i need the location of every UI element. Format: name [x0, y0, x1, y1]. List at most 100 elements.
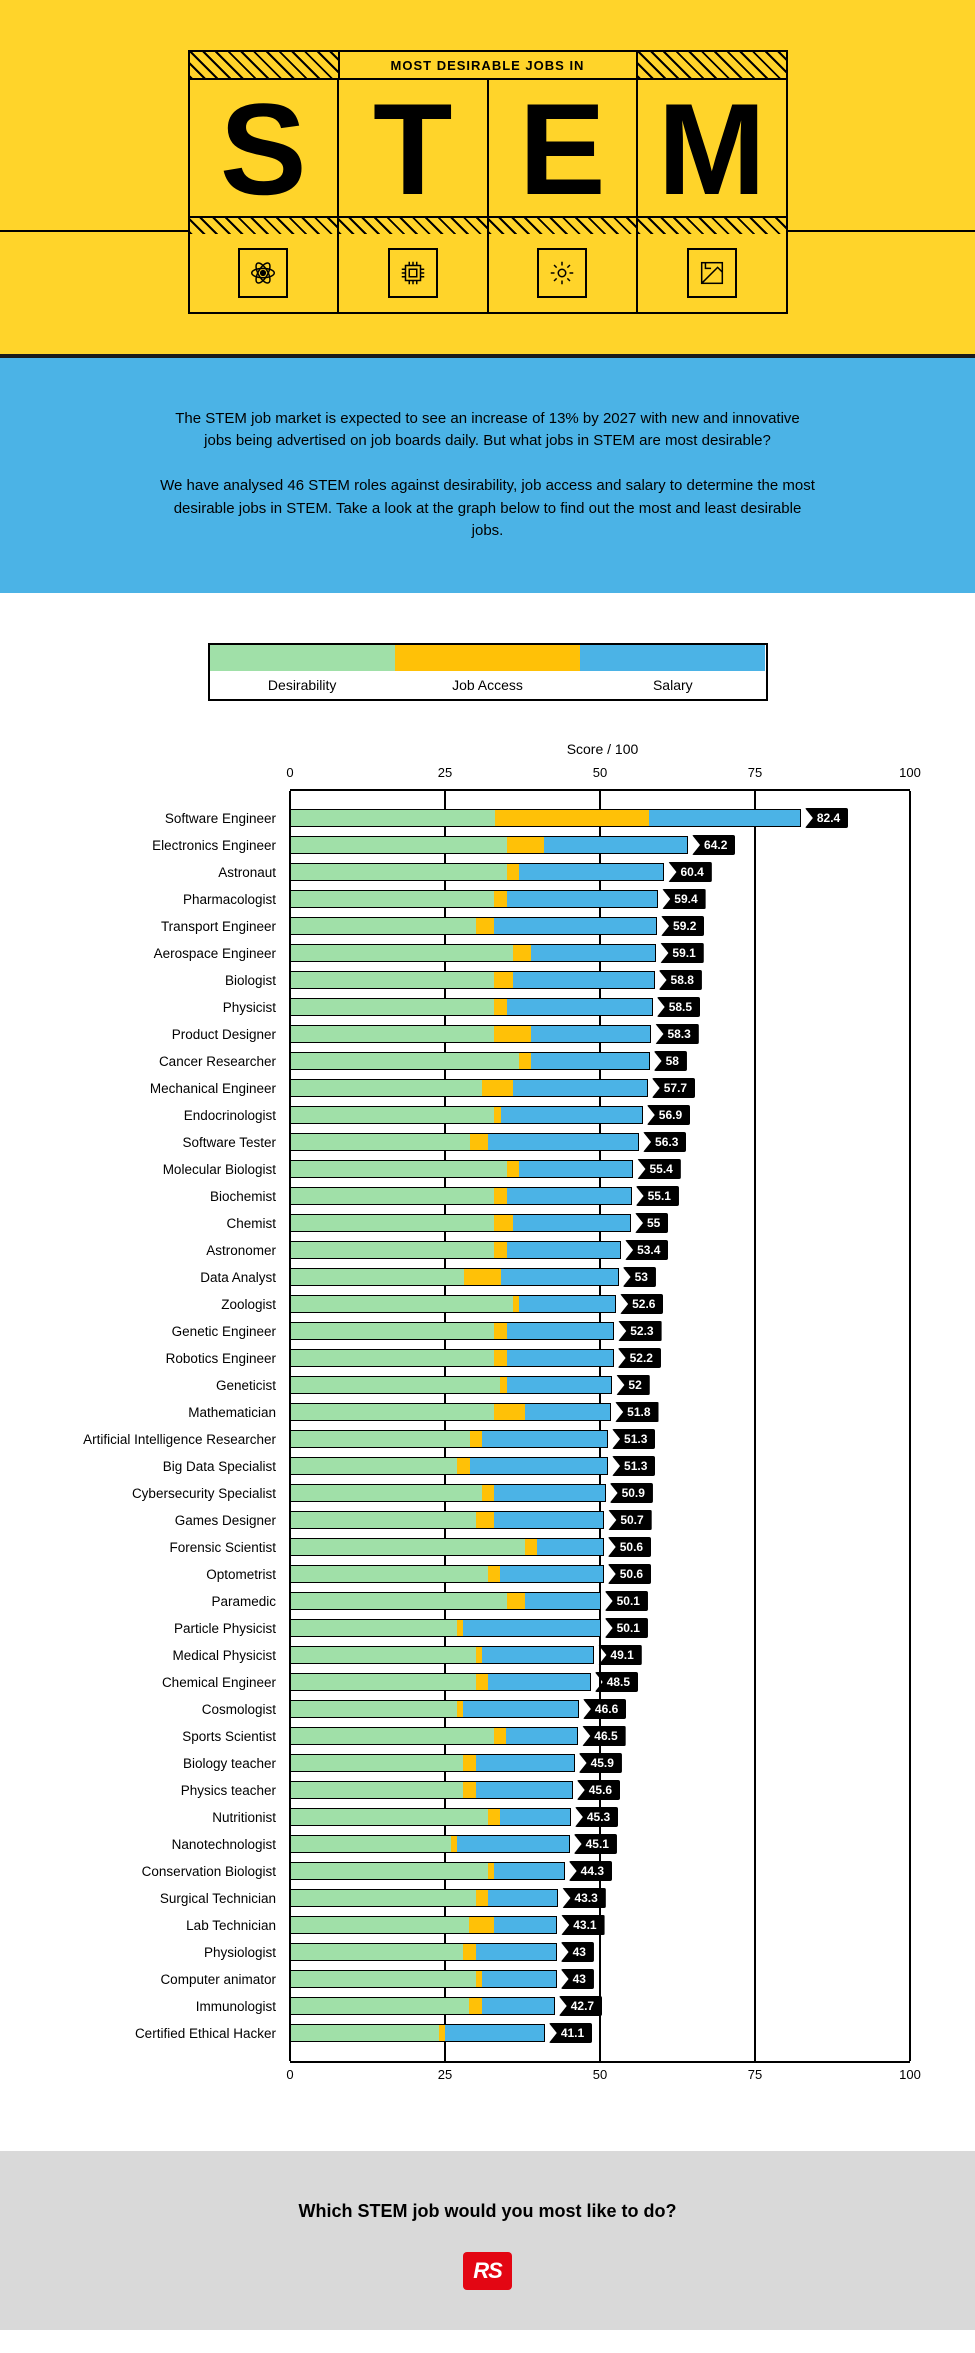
- bar-row: Robotics Engineer52.2: [290, 1345, 910, 1372]
- bar-segment: [291, 918, 476, 934]
- bar-row: Cybersecurity Specialist50.9: [290, 1480, 910, 1507]
- job-label: Nanotechnologist: [60, 1837, 290, 1852]
- stacked-bar: [290, 836, 688, 854]
- bar-segment: [463, 1944, 475, 1960]
- stacked-bar: [290, 1403, 611, 1421]
- job-label: Conservation Biologist: [60, 1864, 290, 1879]
- bar-segment: [291, 1242, 494, 1258]
- bar-segment: [494, 891, 506, 907]
- value-badge: 49.1: [598, 1645, 641, 1665]
- bar-segment: [488, 1809, 500, 1825]
- bar-row: Genetic Engineer52.3: [290, 1318, 910, 1345]
- value-badge: 45.3: [575, 1807, 618, 1827]
- value-badge: 58.3: [655, 1024, 698, 1044]
- bar-segment: [291, 1404, 494, 1420]
- bar-segment: [482, 1485, 494, 1501]
- value-badge: 53: [623, 1267, 656, 1287]
- value-badge: 60.4: [668, 862, 711, 882]
- hatch-cell: [190, 52, 340, 78]
- bar-segment: [291, 1620, 457, 1636]
- header-sub-hatch: [188, 218, 788, 234]
- x-axis-bottom: 0255075100: [290, 2067, 910, 2091]
- job-label: Software Tester: [60, 1135, 290, 1150]
- plot-area: Software Engineer82.4Electronics Enginee…: [290, 789, 910, 2063]
- bar-row: Biology teacher45.9: [290, 1750, 910, 1777]
- job-label: Paramedic: [60, 1594, 290, 1609]
- bar-segment: [463, 1755, 475, 1771]
- stacked-bar: [290, 1916, 557, 1934]
- bar-segment: [537, 1539, 602, 1555]
- legend-label: Job Access: [395, 677, 580, 693]
- value-badge: 57.7: [652, 1078, 695, 1098]
- bar-row: Nanotechnologist45.1: [290, 1831, 910, 1858]
- intro-p2: We have analysed 46 STEM roles against d…: [160, 475, 815, 543]
- stacked-bar: [290, 1862, 565, 1880]
- stacked-bar: [290, 917, 657, 935]
- axis-tick: 25: [438, 2067, 452, 2082]
- stacked-bar: [290, 1268, 619, 1286]
- job-label: Surgical Technician: [60, 1891, 290, 1906]
- bar-segment: [500, 1809, 570, 1825]
- bar-segment: [519, 1053, 531, 1069]
- bar-row: Cosmologist46.6: [290, 1696, 910, 1723]
- job-label: Immunologist: [60, 1999, 290, 2014]
- bar-row: Particle Physicist50.1: [290, 1615, 910, 1642]
- bar-segment: [507, 864, 519, 880]
- stacked-bar: [290, 1079, 648, 1097]
- bar-segment: [513, 1080, 647, 1096]
- bar-segment: [482, 1647, 593, 1663]
- legend: DesirabilityJob AccessSalary: [208, 643, 768, 701]
- stacked-bar: [290, 998, 653, 1016]
- stacked-bar: [290, 1727, 578, 1745]
- bar-row: Lab Technician43.1: [290, 1912, 910, 1939]
- stacked-bar: [290, 1484, 606, 1502]
- bar-segment: [470, 1134, 488, 1150]
- bar-row: Aerospace Engineer59.1: [290, 940, 910, 967]
- stacked-bar: [290, 1700, 579, 1718]
- bar-segment: [291, 1350, 494, 1366]
- bar-segment: [494, 1404, 525, 1420]
- job-label: Particle Physicist: [60, 1621, 290, 1636]
- bar-segment: [494, 1728, 506, 1744]
- bar-row: Astronomer53.4: [290, 1237, 910, 1264]
- bar-segment: [291, 1890, 476, 1906]
- bar-segment: [291, 810, 495, 826]
- value-badge: 43: [561, 1942, 594, 1962]
- stacked-bar: [290, 890, 658, 908]
- value-badge: 52.2: [618, 1348, 661, 1368]
- stacked-bar: [290, 1376, 612, 1394]
- bar-segment: [525, 1404, 610, 1420]
- job-label: Geneticist: [60, 1378, 290, 1393]
- bar-row: Mathematician51.8: [290, 1399, 910, 1426]
- stacked-bar: [290, 1241, 621, 1259]
- stacked-bar: [290, 944, 656, 962]
- value-badge: 46.5: [582, 1726, 625, 1746]
- bar-row: Computer animator43: [290, 1966, 910, 1993]
- bar-segment: [291, 1971, 476, 1987]
- bar-segment: [494, 1917, 556, 1933]
- bar-row: Certified Ethical Hacker41.1: [290, 2020, 910, 2047]
- chip-icon: [388, 248, 438, 298]
- stacked-bar: [290, 1835, 570, 1853]
- value-badge: 48.5: [595, 1672, 638, 1692]
- stacked-bar: [290, 1160, 633, 1178]
- value-badge: 46.6: [583, 1699, 626, 1719]
- bar-segment: [494, 1323, 506, 1339]
- bar-segment: [291, 1944, 463, 1960]
- axis-tick: 50: [593, 2067, 607, 2082]
- bar-segment: [482, 1971, 556, 1987]
- bar-segment: [494, 972, 512, 988]
- bar-segment: [291, 1485, 482, 1501]
- stacked-bar: [290, 1511, 604, 1529]
- job-label: Aerospace Engineer: [60, 946, 290, 961]
- value-badge: 55: [635, 1213, 668, 1233]
- bar-segment: [291, 1755, 463, 1771]
- bar-row: Big Data Specialist51.3: [290, 1453, 910, 1480]
- axis-tick: 0: [286, 2067, 293, 2082]
- stem-letter: S: [190, 80, 340, 216]
- bar-segment: [482, 1998, 554, 2014]
- bar-row: Paramedic50.1: [290, 1588, 910, 1615]
- value-badge: 58.5: [657, 997, 700, 1017]
- atom-icon: [238, 248, 288, 298]
- bar-segment: [494, 1215, 512, 1231]
